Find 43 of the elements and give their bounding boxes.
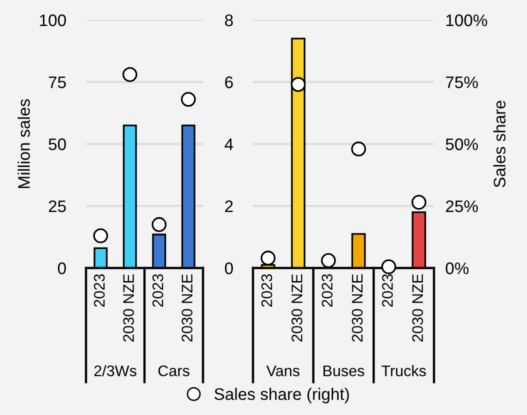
x-tick-label: 2023: [152, 274, 164, 307]
x-tick-label: 2030 NZE: [182, 274, 192, 342]
point: [320, 253, 336, 268]
y-tick-label: 25: [48, 200, 66, 212]
y-tick-label: 2: [225, 200, 233, 212]
y-tick-label: 75: [48, 76, 66, 88]
y-axis-title: Million sales: [18, 99, 30, 188]
y2-axis-title: Sales share: [493, 100, 506, 188]
point: [122, 67, 138, 82]
x-tick-label: 2030 NZE: [412, 274, 424, 342]
point: [180, 92, 196, 107]
point: [351, 142, 366, 156]
y2-tick-label: 0%: [446, 262, 469, 274]
point: [381, 259, 396, 274]
x-tick-label: 2030 NZE: [352, 274, 363, 342]
y-tick-label: 0: [58, 262, 66, 274]
point: [152, 217, 167, 232]
y2-tick-label: 75%: [446, 76, 478, 88]
x-tick-label: 2023: [322, 274, 333, 307]
y2-tick-label: 50%: [446, 138, 478, 150]
y-tick-label: 50: [48, 138, 66, 150]
point: [93, 228, 108, 244]
text: Trucks: [382, 365, 426, 376]
point: [290, 77, 306, 92]
y-tick-label: 8: [225, 14, 233, 26]
text: Buses: [324, 366, 364, 376]
point: [411, 194, 426, 210]
point: [260, 250, 276, 266]
text: 2/3Ws: [94, 365, 136, 376]
x-tick-label: 2030 NZE: [292, 274, 302, 342]
text: Vans: [266, 366, 300, 376]
x-tick-label: 2023: [382, 274, 393, 307]
y2-tick-label: 25%: [446, 200, 478, 212]
x-tick-label: 2030 NZE: [123, 274, 134, 342]
y-tick-label: 100: [40, 14, 66, 26]
y2-tick-label: 100%: [446, 14, 488, 26]
y-tick-label: 4: [224, 138, 234, 150]
legend-label: Sales share (right): [214, 388, 349, 404]
x-tick-label: 2023: [94, 274, 105, 307]
x-tick-label: 2023: [261, 274, 272, 307]
text: Cars: [158, 365, 190, 376]
y-tick-label: 6: [225, 76, 233, 88]
y-tick-label: 0: [224, 262, 233, 274]
